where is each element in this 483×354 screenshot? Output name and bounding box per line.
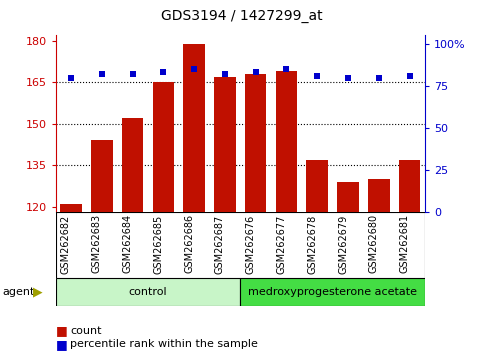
Point (406, 73, 413, 79)
Bar (240, 278, 425, 306)
Bar (91, 141, 113, 212)
Bar (214, 77, 236, 212)
Bar (276, 72, 297, 212)
Point (221, 72, 229, 77)
Bar (153, 82, 174, 212)
Text: GSM262686: GSM262686 (184, 215, 194, 274)
Point (190, 66, 198, 72)
Bar (399, 160, 420, 212)
Point (252, 70, 259, 75)
Text: GSM262681: GSM262681 (399, 215, 410, 274)
Bar (184, 44, 205, 212)
Text: percentile rank within the sample: percentile rank within the sample (70, 339, 258, 349)
Bar (337, 182, 359, 212)
Text: GSM262687: GSM262687 (215, 215, 225, 274)
Text: ■: ■ (56, 338, 67, 350)
Text: ▶: ▶ (33, 286, 43, 298)
Bar (60, 204, 82, 212)
Text: GSM262677: GSM262677 (276, 215, 286, 274)
Text: GSM262685: GSM262685 (153, 215, 163, 274)
Point (159, 70, 167, 75)
Text: GSM262678: GSM262678 (307, 215, 317, 274)
Point (344, 75, 352, 80)
Text: GSM262679: GSM262679 (338, 215, 348, 274)
Text: GDS3194 / 1427299_at: GDS3194 / 1427299_at (161, 9, 322, 23)
Text: medroxyprogesterone acetate: medroxyprogesterone acetate (248, 287, 417, 297)
Point (128, 72, 136, 77)
Bar (307, 160, 328, 212)
Text: agent: agent (2, 287, 35, 297)
Text: GSM262684: GSM262684 (123, 215, 132, 274)
Text: ■: ■ (56, 325, 67, 337)
Point (98, 72, 106, 77)
Bar (368, 179, 390, 212)
Point (67, 75, 75, 80)
Bar (245, 74, 267, 212)
Bar (56, 278, 241, 306)
Bar (122, 118, 143, 212)
Text: GSM262682: GSM262682 (61, 215, 71, 274)
Point (313, 73, 321, 79)
Text: control: control (128, 287, 167, 297)
Text: GSM262676: GSM262676 (246, 215, 256, 274)
Point (283, 66, 290, 72)
Text: GSM262680: GSM262680 (369, 215, 379, 274)
Text: GSM262683: GSM262683 (92, 215, 102, 274)
Point (375, 75, 383, 80)
Text: count: count (70, 326, 101, 336)
